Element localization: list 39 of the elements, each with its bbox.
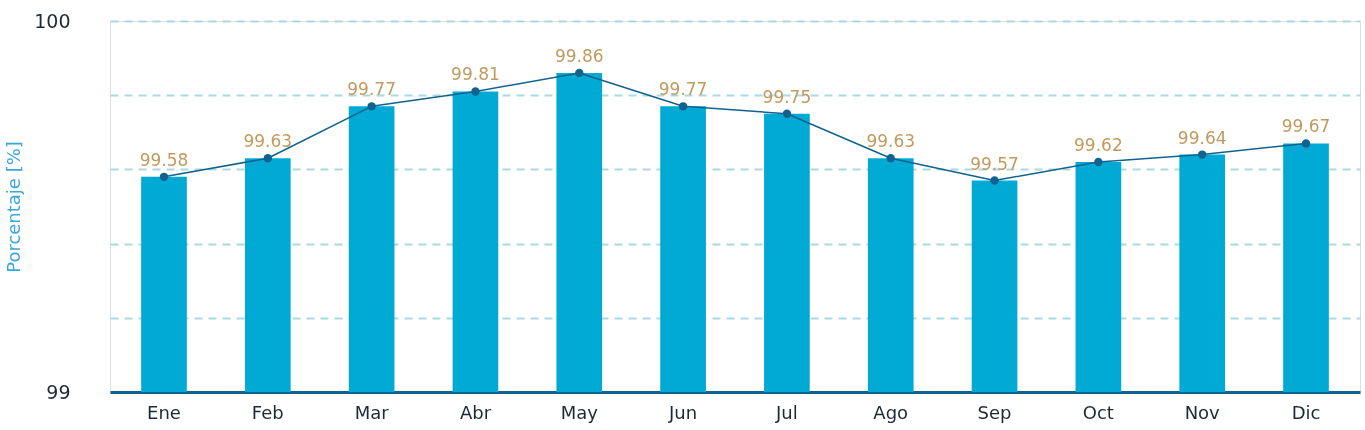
data-label: 99.81 [451, 64, 500, 85]
point [886, 154, 895, 163]
point [1198, 150, 1207, 159]
point [1094, 157, 1103, 167]
x-tick-label: Dic [1291, 401, 1321, 423]
x-tick-label: Sep [977, 401, 1012, 423]
point [782, 109, 792, 118]
y-tick-label: 100 [34, 9, 71, 32]
x-tick-label: Jul [775, 401, 798, 423]
x-tick-label: Jun [668, 401, 698, 423]
data-label: 99.67 [1281, 116, 1331, 137]
x-tick-label: Abr [459, 401, 492, 423]
x-tick-label: Mar [354, 401, 390, 423]
point [575, 68, 584, 78]
point [367, 102, 376, 111]
x-tick-label: Ene [147, 401, 181, 423]
data-label: 99.86 [554, 45, 604, 66]
y-tick-label: 99 [46, 380, 71, 403]
x-tick-label: Nov [1184, 401, 1221, 423]
data-label: 99.58 [139, 149, 189, 170]
x-tick-label: Ago [873, 401, 909, 423]
y-axis-title: Porcentaje [%] [3, 141, 25, 273]
point [263, 154, 272, 163]
data-label: 99.57 [970, 153, 1019, 174]
point [678, 102, 688, 111]
data-label: 99.77 [347, 79, 396, 100]
point [159, 172, 169, 181]
x-tick-label: Feb [251, 401, 284, 423]
point [1301, 139, 1311, 148]
data-label: 99.62 [1074, 134, 1123, 155]
data-label: 99.77 [658, 79, 708, 100]
x-tick-label: Oct [1082, 401, 1114, 423]
data-label: 99.63 [866, 131, 916, 152]
data-label: 99.75 [762, 86, 812, 107]
data-label: 99.64 [1177, 127, 1227, 148]
point [471, 87, 480, 96]
data-label: 99.63 [243, 131, 293, 152]
point [990, 176, 999, 185]
x-tick-label: May [560, 401, 599, 423]
